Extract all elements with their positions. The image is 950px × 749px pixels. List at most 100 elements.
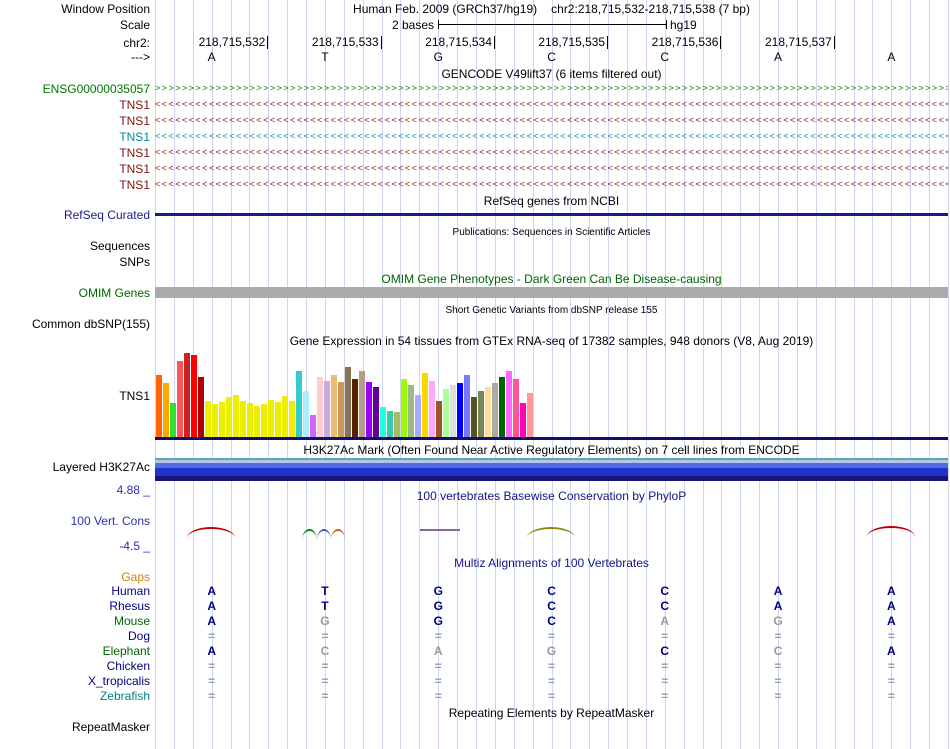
multiz-species-label[interactable]: Rhesus xyxy=(109,599,150,613)
base-position-gridline xyxy=(683,0,685,749)
repeatmasker-label[interactable]: RepeatMasker xyxy=(71,720,150,734)
base-position-gridline xyxy=(721,0,723,749)
gtex-track-title[interactable]: Gene Expression in 54 tissues from GTEx … xyxy=(289,334,814,348)
multiz-species-label[interactable]: Zebrafish xyxy=(99,689,150,703)
gencode-item-label[interactable]: TNS1 xyxy=(119,130,150,144)
refseq-track-title[interactable]: RefSeq genes from NCBI xyxy=(483,194,620,208)
gtex-tissue-bar xyxy=(345,367,351,437)
base-position-gridline xyxy=(400,0,402,749)
gtex-tissue-bar xyxy=(198,377,204,437)
gencode-item-label[interactable]: TNS1 xyxy=(119,146,150,160)
gtex-tissue-bar xyxy=(205,401,211,437)
gencode-item-label[interactable]: TNS1 xyxy=(119,162,150,176)
gtex-tissue-bar xyxy=(366,382,372,437)
multiz-cell: C xyxy=(773,644,783,658)
gtex-tissue-bar xyxy=(317,377,323,437)
multiz-species-label[interactable]: Elephant xyxy=(102,644,150,658)
gencode-item-row[interactable]: <<<<<<<<<<<<<<<<<<<<<<<<<<<<<<<<<<<<<<<<… xyxy=(155,131,948,141)
gencode-item-label[interactable]: TNS1 xyxy=(119,98,150,112)
conservation-arc-mark xyxy=(187,527,235,538)
multiz-cell: A xyxy=(887,584,896,598)
multiz-cell: C xyxy=(660,644,670,658)
gtex-tissue-bar xyxy=(156,375,162,437)
gencode-item-row[interactable]: <<<<<<<<<<<<<<<<<<<<<<<<<<<<<<<<<<<<<<<<… xyxy=(155,179,948,189)
gtex-tissue-bar xyxy=(513,379,519,437)
conservation-label[interactable]: 100 Vert. Cons xyxy=(70,514,150,528)
base-letter: A xyxy=(887,50,896,64)
gtex-tissue-bar xyxy=(492,383,498,437)
conservation-track-title[interactable]: 100 vertebrates Basewise Conservation by… xyxy=(416,489,687,503)
gencode-item-row[interactable]: <<<<<<<<<<<<<<<<<<<<<<<<<<<<<<<<<<<<<<<<… xyxy=(155,147,948,157)
h3k27ac-label[interactable]: Layered H3K27Ac xyxy=(52,460,150,474)
h3k27ac-band xyxy=(155,476,948,481)
gtex-expression-chart[interactable] xyxy=(156,350,538,437)
multiz-cell: A xyxy=(887,614,896,628)
multiz-cell: = xyxy=(548,689,556,703)
base-position-gridline xyxy=(438,0,440,749)
gencode-item-row[interactable]: <<<<<<<<<<<<<<<<<<<<<<<<<<<<<<<<<<<<<<<<… xyxy=(155,115,948,125)
gencode-item-label[interactable]: TNS1 xyxy=(119,178,150,192)
refseq-curated-item[interactable] xyxy=(155,213,948,216)
gtex-tissue-bar xyxy=(457,383,463,437)
repeatmasker-track-title[interactable]: Repeating Elements by RepeatMasker xyxy=(448,706,655,720)
multiz-cell: G xyxy=(433,584,443,598)
multiz-cell: = xyxy=(321,659,329,673)
gencode-item-label[interactable]: ENSG00000035057 xyxy=(42,82,150,96)
assembly-short-label: hg19 xyxy=(670,18,697,32)
base-position-gridline xyxy=(834,0,836,749)
gtex-tissue-bar xyxy=(310,415,316,437)
base-position-gridline xyxy=(249,0,251,749)
assembly-text: Human Feb. 2009 (GRCh37/hg19) xyxy=(353,2,538,16)
coordinate-tick: 218,715,534 xyxy=(425,36,495,49)
base-position-gridline xyxy=(570,0,572,749)
gtex-tissue-bar xyxy=(359,371,365,437)
gencode-item-row[interactable]: <<<<<<<<<<<<<<<<<<<<<<<<<<<<<<<<<<<<<<<<… xyxy=(155,99,948,109)
gtex-tissue-bar xyxy=(212,404,218,437)
multiz-species-label[interactable]: Gaps xyxy=(121,570,150,584)
omim-genes-item[interactable] xyxy=(155,287,948,298)
publications-sequences-label[interactable]: Sequences xyxy=(89,239,150,253)
h3k27ac-band xyxy=(155,468,948,476)
gencode-item-row[interactable]: <<<<<<<<<<<<<<<<<<<<<<<<<<<<<<<<<<<<<<<<… xyxy=(155,163,948,173)
dbsnp-label[interactable]: Common dbSNP(155) xyxy=(31,317,150,331)
multiz-species-label[interactable]: X_tropicalis xyxy=(87,674,150,688)
base-position-gridline xyxy=(306,0,308,749)
base-position-gridline xyxy=(702,0,704,749)
gtex-gene-label[interactable]: TNS1 xyxy=(119,389,150,403)
publications-snps-label[interactable]: SNPs xyxy=(119,255,150,269)
gtex-tissue-bar xyxy=(415,395,421,437)
multiz-species-label[interactable]: Mouse xyxy=(113,614,150,628)
omim-track-title[interactable]: OMIM Gene Phenotypes - Dark Green Can Be… xyxy=(381,272,722,286)
dbsnp-track-title[interactable]: Short Genetic Variants from dbSNP releas… xyxy=(445,305,658,316)
base-position-gridline xyxy=(872,0,874,749)
gtex-tissue-bar xyxy=(352,379,358,437)
gtex-tissue-bar xyxy=(282,396,288,437)
multiz-cell: G xyxy=(546,644,557,658)
multiz-cell: C xyxy=(660,584,670,598)
omim-genes-label[interactable]: OMIM Genes xyxy=(78,286,150,300)
multiz-track-title[interactable]: Multiz Alignments of 100 Vertebrates xyxy=(454,556,649,570)
multiz-species-label[interactable]: Dog xyxy=(127,629,150,643)
gencode-track-title[interactable]: GENCODE V49lift37 (6 items filtered out) xyxy=(441,67,662,81)
gencode-item-row[interactable]: >>>>>>>>>>>>>>>>>>>>>>>>>>>>>>>>>>>>>>>>… xyxy=(155,83,948,93)
base-letter: C xyxy=(660,50,670,64)
base-position-gridline xyxy=(664,0,666,749)
h3k27ac-track-title[interactable]: H3K27Ac Mark (Often Found Near Active Re… xyxy=(303,443,800,457)
gtex-tissue-bar xyxy=(324,381,330,437)
multiz-cell: = xyxy=(548,659,556,673)
multiz-species-label[interactable]: Chicken xyxy=(106,659,150,673)
base-position-gridline xyxy=(494,0,496,749)
gtex-tissue-bar xyxy=(520,403,526,437)
refseq-curated-label[interactable]: RefSeq Curated xyxy=(63,208,150,222)
gtex-tissue-bar xyxy=(275,402,281,437)
scale-value: 2 bases xyxy=(391,18,434,32)
publications-track-title[interactable]: Publications: Sequences in Scientific Ar… xyxy=(452,227,651,238)
base-position-gridline xyxy=(551,0,553,749)
multiz-species-label[interactable]: Human xyxy=(111,584,150,598)
base-position-gridline xyxy=(740,0,742,749)
gencode-item-label[interactable]: TNS1 xyxy=(119,114,150,128)
coordinate-tick: 218,715,533 xyxy=(312,36,382,49)
multiz-cell: G xyxy=(320,614,330,628)
multiz-cell: = xyxy=(434,689,442,703)
gtex-tissue-bar xyxy=(478,391,484,437)
